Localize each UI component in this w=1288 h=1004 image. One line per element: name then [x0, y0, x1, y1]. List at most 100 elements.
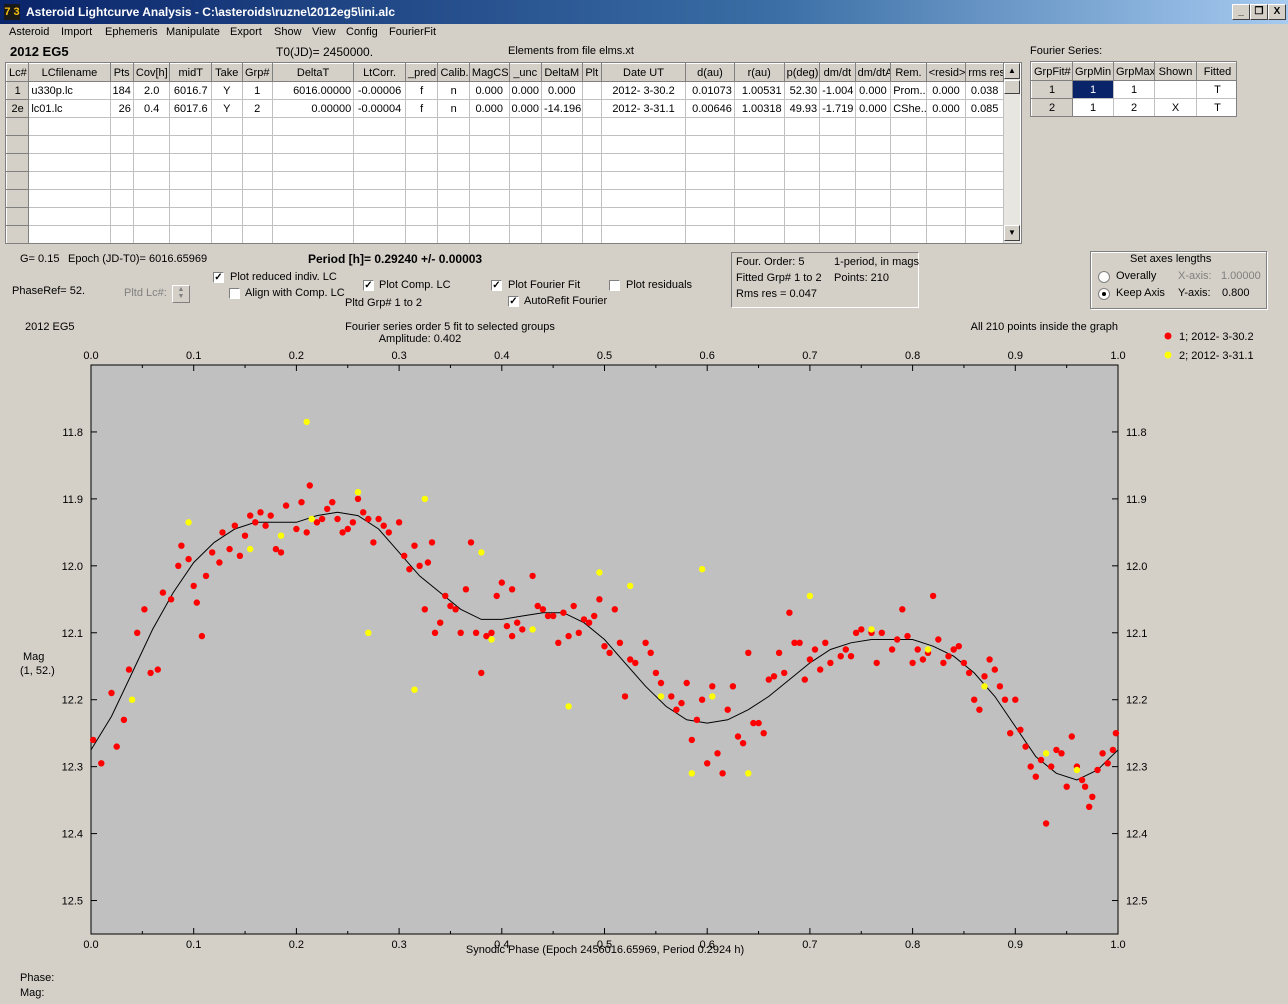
plot-residuals-label[interactable]: Plot residuals: [626, 279, 693, 291]
fourier-cell[interactable]: 2: [1113, 98, 1155, 116]
table-cell[interactable]: [353, 153, 406, 172]
table-cell[interactable]: u330p.lc: [28, 81, 111, 100]
table-cell[interactable]: [854, 189, 892, 208]
table-cell[interactable]: Y: [211, 99, 243, 118]
col-header[interactable]: Lc#: [6, 63, 30, 82]
table-cell[interactable]: [854, 135, 892, 154]
table-cell[interactable]: [404, 153, 439, 172]
table-cell[interactable]: [965, 117, 1004, 136]
table-cell[interactable]: [132, 117, 171, 136]
table-cell[interactable]: [819, 153, 856, 172]
table-cell[interactable]: [925, 207, 967, 226]
table-cell[interactable]: [404, 171, 439, 190]
menu-view[interactable]: View: [312, 26, 336, 38]
table-cell[interactable]: 184: [109, 81, 134, 100]
fourier-cell[interactable]: T: [1196, 80, 1236, 99]
table-cell[interactable]: 0.000: [925, 99, 967, 118]
table-cell[interactable]: [783, 225, 821, 243]
col-header[interactable]: rms res: [965, 63, 1004, 82]
fourier-cell[interactable]: 1: [1113, 80, 1155, 99]
table-cell[interactable]: 2.0: [132, 81, 171, 100]
table-cell[interactable]: [508, 207, 542, 226]
table-cell[interactable]: 6016.7: [169, 81, 213, 100]
table-cell[interactable]: [132, 225, 171, 243]
table-cell[interactable]: [819, 225, 856, 243]
table-cell[interactable]: [685, 171, 735, 190]
table-cell[interactable]: [241, 171, 273, 190]
fourier-cell[interactable]: T: [1196, 98, 1236, 116]
table-cell[interactable]: 0.000: [508, 99, 542, 118]
table-cell[interactable]: 0.000: [854, 99, 892, 118]
menu-asteroid[interactable]: Asteroid: [9, 26, 50, 38]
table-cell[interactable]: [211, 171, 243, 190]
fourier-cell[interactable]: [1154, 80, 1197, 99]
table-cell[interactable]: [581, 171, 602, 190]
align-comp-label[interactable]: Align with Comp. LC: [245, 287, 345, 299]
table-cell[interactable]: [581, 81, 602, 100]
table-cell[interactable]: 0.038: [965, 81, 1004, 100]
table-cell[interactable]: [437, 117, 470, 136]
scroll-up-icon[interactable]: ▲: [1004, 63, 1020, 79]
table-cell[interactable]: [890, 225, 927, 243]
table-cell[interactable]: [783, 153, 821, 172]
col-header[interactable]: Calib.: [437, 63, 470, 82]
table-cell[interactable]: [28, 189, 111, 208]
table-cell[interactable]: [271, 225, 355, 243]
table-row-empty[interactable]: [6, 153, 1004, 172]
col-header[interactable]: LCfilename: [28, 63, 111, 82]
table-cell[interactable]: [132, 171, 171, 190]
autorefit-label[interactable]: AutoRefit Fourier: [524, 295, 608, 307]
table-cell[interactable]: -0.00006: [353, 81, 406, 100]
table-cell[interactable]: 0.00646: [685, 99, 735, 118]
table-cell[interactable]: [890, 153, 927, 172]
table-row-empty[interactable]: [6, 225, 1004, 243]
col-header[interactable]: Fitted: [1196, 62, 1236, 81]
col-header[interactable]: Grp#: [241, 63, 273, 82]
x-axis-value[interactable]: 1.00000: [1221, 270, 1261, 282]
table-cell[interactable]: [540, 135, 583, 154]
table-cell[interactable]: [600, 135, 687, 154]
table-cell[interactable]: [890, 207, 927, 226]
table-cell[interactable]: [169, 153, 213, 172]
table-cell[interactable]: -14.196: [540, 99, 583, 118]
menu-config[interactable]: Config: [346, 26, 378, 38]
table-cell[interactable]: [271, 117, 355, 136]
col-header[interactable]: LtCorr.: [353, 63, 406, 82]
table-cell[interactable]: [211, 225, 243, 243]
table-cell[interactable]: [733, 225, 785, 243]
table-cell[interactable]: [109, 153, 134, 172]
table-cell[interactable]: [508, 171, 542, 190]
table-cell[interactable]: [132, 207, 171, 226]
col-header[interactable]: Plt: [581, 63, 602, 82]
fourier-cell[interactable]: 2: [1031, 98, 1073, 116]
table-cell[interactable]: [854, 117, 892, 136]
pltd-lc-spinner[interactable]: ▲ ▼: [172, 285, 190, 303]
table-cell[interactable]: [132, 135, 171, 154]
table-cell[interactable]: [353, 117, 406, 136]
table-cell[interactable]: [109, 117, 134, 136]
table-cell[interactable]: [169, 189, 213, 208]
lightcurve-chart[interactable]: 2012 EG5 Fourier series order 5 fit to s…: [20, 316, 1274, 962]
table-cell[interactable]: [783, 117, 821, 136]
table-cell[interactable]: [28, 135, 111, 154]
table-cell[interactable]: 1: [241, 81, 273, 100]
table-cell[interactable]: [600, 117, 687, 136]
table-cell[interactable]: [404, 117, 439, 136]
table-cell[interactable]: [581, 225, 602, 243]
menu-ephemeris[interactable]: Ephemeris: [105, 26, 158, 38]
table-cell[interactable]: 0.000: [854, 81, 892, 100]
menu-import[interactable]: Import: [61, 26, 93, 38]
lightcurve-plot[interactable]: 2012 EG5 Fourier series order 5 fit to s…: [20, 316, 1274, 962]
table-cell[interactable]: -1.719: [819, 99, 856, 118]
plot-comp-label[interactable]: Plot Comp. LC: [379, 279, 451, 291]
scroll-down-icon[interactable]: ▼: [1004, 225, 1020, 241]
row-header-cell[interactable]: [6, 117, 30, 136]
table-cell[interactable]: [733, 153, 785, 172]
table-cell[interactable]: [581, 117, 602, 136]
table-cell[interactable]: [925, 225, 967, 243]
table-row-empty[interactable]: [6, 207, 1004, 226]
table-cell[interactable]: [600, 171, 687, 190]
table-cell[interactable]: 6017.6: [169, 99, 213, 118]
table-cell[interactable]: [540, 225, 583, 243]
table-cell[interactable]: [271, 189, 355, 208]
